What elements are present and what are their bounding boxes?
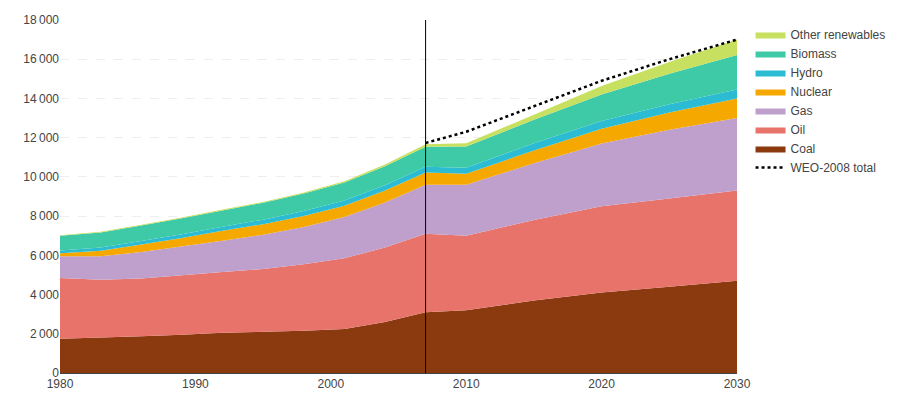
svg-text:14 000: 14 000	[23, 92, 59, 106]
svg-text:10 000: 10 000	[23, 170, 59, 184]
svg-text:Hydro: Hydro	[791, 66, 823, 80]
svg-text:1990: 1990	[182, 377, 209, 391]
svg-text:12 000: 12 000	[23, 131, 59, 145]
svg-text:Biomass: Biomass	[791, 47, 837, 61]
svg-text:Other renewables: Other renewables	[791, 28, 886, 42]
svg-text:WEO-2008 total: WEO-2008 total	[791, 161, 876, 175]
svg-text:6 000: 6 000	[30, 249, 59, 263]
svg-text:2000: 2000	[317, 377, 344, 391]
svg-text:Coal: Coal	[791, 142, 816, 156]
svg-text:Oil: Oil	[791, 123, 806, 137]
svg-text:2010: 2010	[453, 377, 480, 391]
svg-text:4 000: 4 000	[30, 288, 59, 302]
svg-text:2 000: 2 000	[30, 327, 59, 341]
svg-text:2020: 2020	[588, 377, 615, 391]
svg-text:8 000: 8 000	[30, 209, 59, 223]
svg-text:Gas: Gas	[791, 104, 813, 118]
svg-text:Nuclear: Nuclear	[791, 85, 832, 99]
svg-text:16 000: 16 000	[23, 52, 59, 66]
svg-text:0: 0	[52, 366, 59, 380]
svg-text:1980: 1980	[47, 377, 74, 391]
svg-text:2030: 2030	[724, 377, 751, 391]
svg-text:18 000: 18 000	[23, 13, 59, 27]
